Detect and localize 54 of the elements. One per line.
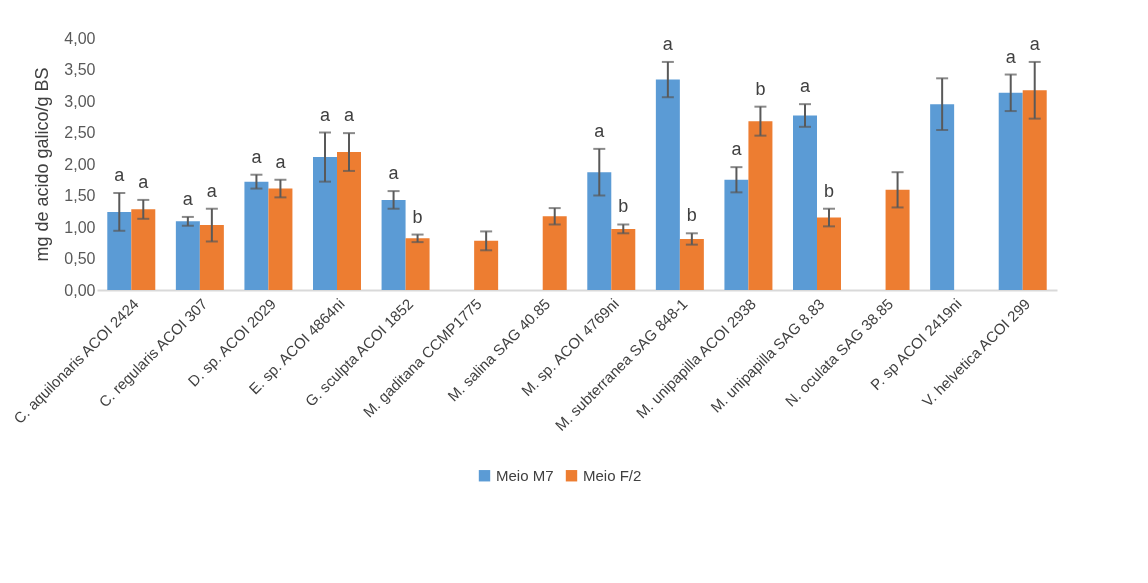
- bar: [244, 181, 269, 290]
- annotation: a: [799, 76, 811, 97]
- bar: [655, 79, 680, 290]
- bar: [542, 216, 567, 290]
- annotation: a: [182, 188, 194, 209]
- annotation: b: [686, 205, 697, 226]
- annotation: a: [594, 120, 606, 141]
- y-tick-label: 0,50: [64, 250, 96, 267]
- annotation: a: [1005, 46, 1017, 67]
- bar: [724, 179, 749, 290]
- y-tick-label: 1,00: [64, 218, 96, 236]
- bar: [679, 238, 704, 290]
- annotation: a: [662, 33, 674, 54]
- annotation: a: [114, 164, 126, 185]
- bar: [313, 157, 337, 290]
- bar: [381, 199, 406, 290]
- bar: [748, 121, 773, 290]
- y-tick-label: 4,00: [64, 29, 96, 47]
- annotation: b: [823, 180, 835, 201]
- bar: [474, 240, 499, 290]
- annotation: a: [319, 104, 331, 125]
- bar: [793, 115, 817, 290]
- bar: [199, 225, 224, 290]
- y-axis-title: mg de acido galico/g BS: [32, 67, 53, 262]
- y-tick-label: 2,00: [64, 155, 96, 173]
- annotation: a: [731, 139, 743, 160]
- legend-label: Meio F/2: [583, 466, 642, 484]
- annotation: b: [618, 196, 629, 217]
- bar: [885, 189, 910, 290]
- bar: [131, 209, 156, 290]
- annotation: a: [251, 146, 263, 167]
- bar: [268, 188, 293, 290]
- annotation: a: [343, 105, 355, 126]
- y-tick-label: 3,50: [64, 61, 96, 78]
- bar: [930, 104, 955, 290]
- bar: [107, 211, 132, 290]
- legend-label: Meio M7: [496, 466, 554, 484]
- y-tick-label: 2,50: [64, 124, 96, 141]
- annotation: a: [388, 163, 400, 184]
- annotation: a: [1029, 33, 1041, 54]
- bar: [1022, 90, 1047, 290]
- annotation: b: [755, 78, 766, 99]
- y-tick-label: 3,00: [64, 92, 96, 110]
- bar: [175, 221, 200, 290]
- annotation: a: [138, 171, 150, 192]
- bar: [337, 152, 361, 290]
- bar: [998, 92, 1023, 290]
- bar: [587, 172, 612, 290]
- bar: [817, 217, 841, 290]
- annotation: a: [275, 151, 287, 172]
- annotation: a: [206, 180, 218, 201]
- y-tick-label: 1,50: [64, 187, 96, 204]
- y-tick-label: 0,00: [64, 281, 96, 299]
- annotation: b: [412, 206, 423, 227]
